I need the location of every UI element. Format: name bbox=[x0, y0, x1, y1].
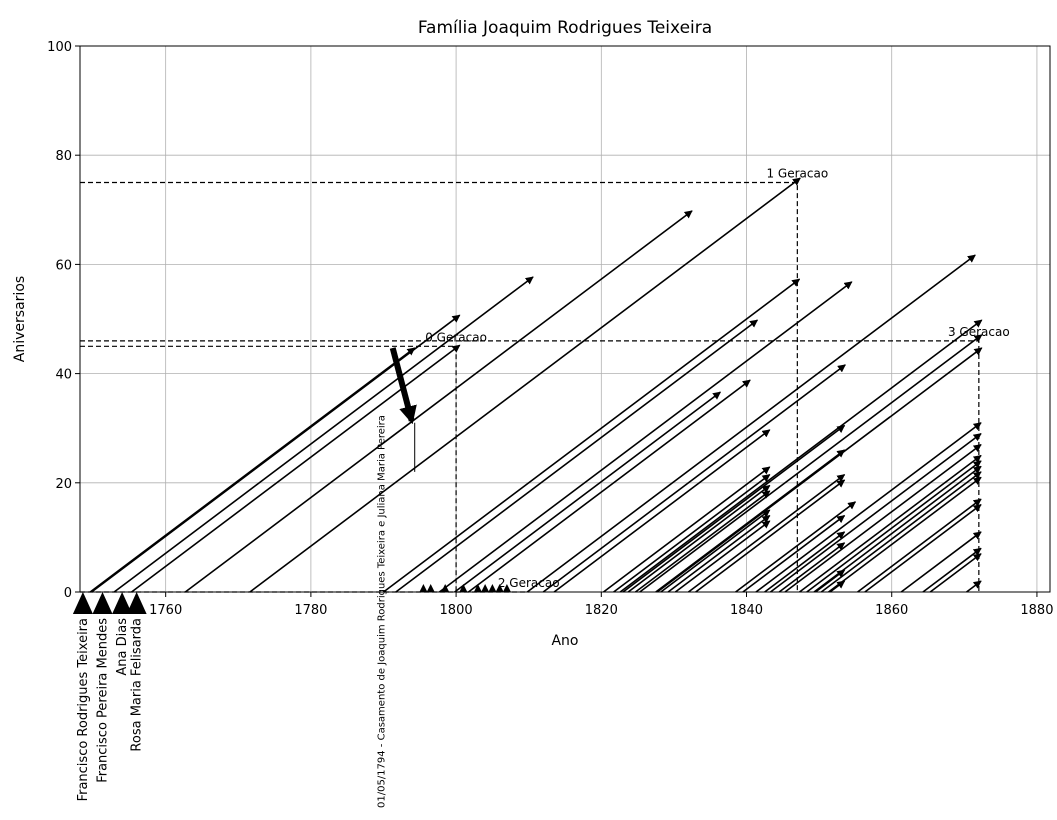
lifeline bbox=[674, 520, 771, 593]
generation-line bbox=[80, 340, 980, 592]
y-tick-label: 80 bbox=[55, 149, 72, 164]
lifeline bbox=[900, 531, 982, 593]
founder-label: Rosa Maria Felisarda bbox=[130, 618, 145, 752]
lifeline bbox=[639, 334, 983, 593]
x-tick-label: 1840 bbox=[730, 603, 763, 618]
lifeline bbox=[613, 473, 771, 593]
generation-label: 3 Geracao bbox=[948, 325, 1010, 339]
lifeline bbox=[627, 484, 771, 593]
lifeline bbox=[735, 501, 857, 593]
lifeline bbox=[526, 254, 976, 593]
y-tick-label: 60 bbox=[55, 258, 72, 273]
lifeline bbox=[829, 580, 846, 593]
lifeline bbox=[91, 314, 461, 593]
lifeline bbox=[820, 471, 982, 593]
lifeline bbox=[542, 364, 846, 593]
y-tick-label: 100 bbox=[47, 40, 72, 55]
lifeline bbox=[656, 347, 983, 593]
x-tick-label: 1780 bbox=[294, 603, 327, 618]
lifeline bbox=[622, 424, 846, 593]
founder-label: Ana Dias bbox=[115, 618, 130, 676]
founder-marker bbox=[112, 592, 133, 614]
marriage-annotation: 01/05/1794 - Casamento de Joaquim Rodrig… bbox=[377, 415, 388, 808]
x-tick-label: 1800 bbox=[440, 603, 473, 618]
lifeline bbox=[778, 542, 846, 593]
lifeline bbox=[454, 391, 722, 593]
y-tick-label: 0 bbox=[64, 586, 72, 601]
lifeline bbox=[755, 422, 982, 593]
lifeline bbox=[383, 278, 801, 593]
x-tick-label: 1860 bbox=[875, 603, 908, 618]
lifeline bbox=[553, 429, 771, 593]
lifeline bbox=[667, 514, 771, 593]
infant-death bbox=[473, 584, 482, 592]
infant-death bbox=[459, 584, 468, 592]
lifeline bbox=[602, 466, 771, 593]
lifeline bbox=[929, 553, 982, 593]
founder-marker bbox=[126, 592, 147, 614]
lifeline bbox=[619, 319, 983, 593]
lifeline bbox=[395, 319, 759, 593]
infant-death bbox=[481, 584, 490, 592]
lifeline bbox=[89, 347, 416, 593]
infant-death bbox=[488, 584, 497, 592]
lifeline bbox=[864, 504, 982, 593]
lifeline bbox=[438, 281, 853, 593]
lifeline bbox=[184, 210, 693, 593]
lifeline bbox=[113, 276, 534, 593]
founder-label: Francisco Rodrigues Teixeira bbox=[76, 618, 91, 801]
x-tick-label: 1760 bbox=[149, 603, 182, 618]
lifeline bbox=[655, 449, 846, 593]
founder-marker bbox=[92, 592, 113, 614]
infant-death bbox=[441, 584, 450, 592]
infant-death bbox=[495, 584, 504, 592]
lifeline bbox=[922, 547, 982, 593]
plot-frame bbox=[79, 45, 1051, 593]
lifeline bbox=[634, 490, 771, 593]
infant-death bbox=[426, 584, 435, 592]
generation-label: 1 Geracao bbox=[766, 167, 828, 181]
lifeline bbox=[467, 379, 751, 593]
lifeline bbox=[687, 473, 846, 593]
lifeline bbox=[660, 509, 771, 593]
founder-marker bbox=[72, 592, 93, 614]
x-axis-label: Ano bbox=[551, 633, 578, 649]
x-tick-label: 1880 bbox=[1020, 603, 1053, 618]
infant-death bbox=[502, 584, 511, 592]
lifeline bbox=[857, 498, 982, 593]
lifeline bbox=[828, 476, 982, 593]
lifeline bbox=[131, 344, 461, 593]
lifeline bbox=[966, 580, 982, 593]
lifeline bbox=[695, 479, 846, 593]
chart-title: Família Joaquim Rodrigues Teixeira bbox=[418, 18, 712, 38]
y-tick-label: 20 bbox=[55, 477, 72, 492]
generation-label: 0 Geracao bbox=[425, 330, 487, 344]
y-axis-label: Aniversarios bbox=[12, 276, 28, 362]
lifeline bbox=[806, 460, 982, 593]
lifeline bbox=[815, 569, 846, 593]
lifeline bbox=[742, 514, 846, 593]
lifeline bbox=[799, 454, 982, 593]
x-tick-label: 1820 bbox=[585, 603, 618, 618]
lifeline bbox=[764, 531, 846, 593]
lifeline bbox=[769, 433, 982, 593]
lifeline bbox=[784, 443, 982, 593]
y-tick-label: 40 bbox=[55, 368, 72, 383]
marriage-arrow bbox=[389, 347, 417, 425]
lifeline bbox=[813, 465, 982, 593]
founder-label: Francisco Pereira Mendes bbox=[96, 618, 111, 783]
infant-death bbox=[419, 584, 428, 592]
generation-line bbox=[80, 181, 798, 592]
lifeline bbox=[249, 177, 801, 593]
